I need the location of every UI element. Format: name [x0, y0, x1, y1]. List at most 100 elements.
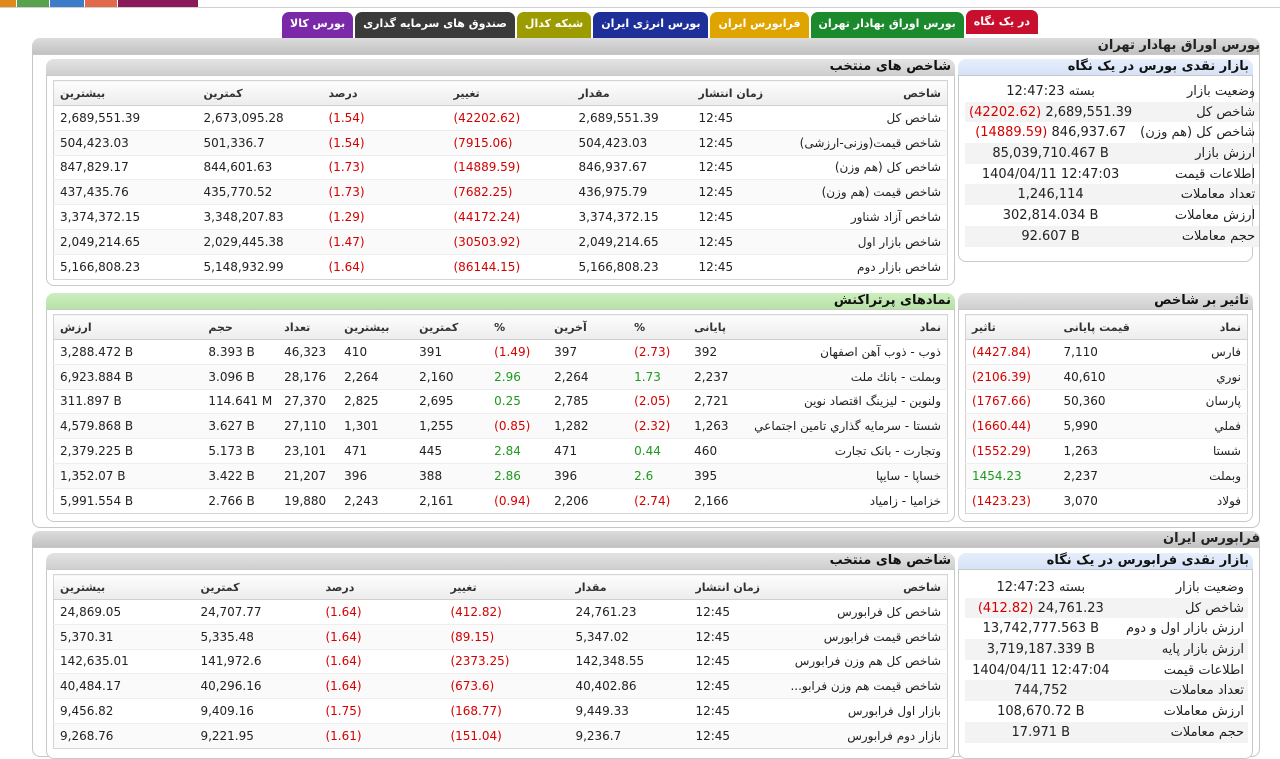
- col-header[interactable]: %: [488, 314, 549, 340]
- ifb-indices-table: شاخص زمان انتشار مقدار تغییر درصد کمترین…: [53, 574, 948, 749]
- browser-top-strip: [0, 0, 1280, 8]
- table-cell: شاخص قیمت هم وزن فرابو...: [784, 673, 948, 700]
- table-row[interactable]: وتجارت - بانک تجارت 460 0.44 471 2.84 445 471 2…: [53, 438, 948, 464]
- table-header-row: شاخص زمان انتشار مقدار تغییر درصد کمترین…: [53, 80, 948, 106]
- app-icon-4[interactable]: [85, 0, 117, 7]
- table-row[interactable]: شستا 1,263 (1552.29): [965, 438, 1248, 464]
- table-cell: شستا - سرمايه گذاري تامين اجتماعي: [748, 413, 948, 440]
- tab-overview[interactable]: در یک نگاه: [965, 10, 1038, 34]
- table-row[interactable]: شاخص کل (هم وزن) 12:45 846,937.67 (14889.59…: [53, 155, 948, 181]
- tab-codal[interactable]: شبکه کدال: [516, 12, 592, 38]
- tab-funds[interactable]: صندوق های سرمایه گذاری: [355, 12, 515, 38]
- table-row[interactable]: شاخص بازار دوم 12:45 5,166,808.23 (86144.15…: [54, 254, 948, 279]
- col-header[interactable]: تاثیر: [965, 314, 1058, 340]
- tab-energy[interactable]: بورس انرژی ایران: [593, 12, 709, 38]
- table-cell: (1.75): [319, 698, 445, 724]
- table-cell: 3,374,372.15: [53, 204, 198, 230]
- col-header[interactable]: زمان انتشار: [692, 80, 788, 106]
- kv-change: (14889.59): [975, 125, 1048, 141]
- app-icon-2[interactable]: [17, 0, 49, 7]
- table-cell: 12:45: [692, 105, 788, 131]
- col-header[interactable]: تغییر: [444, 574, 570, 600]
- col-header[interactable]: %: [628, 314, 689, 340]
- app-icon-5[interactable]: [118, 0, 198, 7]
- col-header[interactable]: پایانی: [688, 314, 749, 340]
- table-row[interactable]: شاخص آزاد شناور 12:45 3,374,372.15 (44172.2…: [53, 204, 948, 230]
- col-header[interactable]: نماد: [748, 314, 948, 340]
- table-row[interactable]: شاخص قیمت هم وزن فرابو... 12:45 40,402.86(…: [53, 673, 948, 700]
- col-header[interactable]: بیشترین: [53, 574, 195, 600]
- table-row[interactable]: شستا - سرمايه گذاري تامين اجتماعي 1,263 (2…: [53, 413, 948, 440]
- table-row[interactable]: فارس 7,110 (4427.84): [965, 339, 1248, 365]
- table-cell: فارس: [1152, 339, 1248, 365]
- col-header[interactable]: شاخص: [787, 80, 948, 106]
- ifb-market-title: بازار نقدی فرابورس در یک نگاه: [1046, 553, 1249, 568]
- table-cell: 1.73: [628, 364, 689, 390]
- table-row[interactable]: شاخص بازار اول 12:45 2,049,214.65 (30503.92…: [53, 229, 948, 255]
- table-row[interactable]: شاخص قیمت فرابورس 12:45 5,347.02 (89.15) (1.…: [53, 624, 948, 650]
- app-icon-1[interactable]: [0, 0, 16, 7]
- table-row[interactable]: نوري 40,610 (2106.39): [965, 364, 1248, 390]
- table-row[interactable]: بازار اول فرابورس 12:45 9,449.33 (168.77) (1…: [53, 698, 948, 724]
- col-header[interactable]: کمترین: [197, 80, 323, 106]
- table-row[interactable]: وبملت 2,237 1454.23: [965, 463, 1248, 489]
- col-header[interactable]: تعداد: [278, 314, 339, 340]
- col-header[interactable]: تغییر: [447, 80, 573, 106]
- table-cell: خساپا - سايپا: [748, 463, 948, 489]
- kv-row: ارزش معاملات 108,670.72 B: [965, 701, 1248, 722]
- table-row[interactable]: وبملت - بانك ملت 2,237 1.73 2,264 2.96 2,160 2…: [53, 364, 948, 390]
- col-header[interactable]: حجم: [202, 314, 279, 340]
- col-header[interactable]: مقدار: [572, 80, 693, 106]
- col-header[interactable]: شاخص: [784, 574, 948, 600]
- table-row[interactable]: خزامیا - زامیاد 2,166 (2.74) 2,206 (0.94) 2,1…: [54, 488, 948, 513]
- table-cell: 12:45: [692, 229, 788, 255]
- col-header[interactable]: قیمت پایانی: [1057, 314, 1153, 340]
- tab-ime[interactable]: بورس کالا: [282, 12, 354, 38]
- table-row[interactable]: ذوب - ذوب آهن اصفهان 392 (2.73) 397 (1.49) 39…: [53, 339, 948, 365]
- col-header[interactable]: کمترین: [413, 314, 489, 340]
- col-header[interactable]: آخرین: [548, 314, 629, 340]
- tab-ifb[interactable]: فرابورس ایران: [710, 12, 809, 38]
- table-row[interactable]: شاخص قیمت (هم وزن) 12:45 436,975.79 (7682.2…: [53, 179, 948, 206]
- table-cell: 12:45: [689, 673, 785, 700]
- table-row[interactable]: ولنوین - لیزینگ اقتصاد نوین 2,721 (2.05) 2,…: [53, 389, 948, 415]
- table-cell: وبملت: [1152, 463, 1248, 489]
- col-header[interactable]: بیشترین: [338, 314, 414, 340]
- table-row[interactable]: پارسان 50,360 (1767.66): [965, 389, 1248, 415]
- table-row[interactable]: شاخص کل هم وزن فرابورس 12:45 142,348.55 (23…: [53, 649, 948, 675]
- table-cell: (1.61): [319, 723, 445, 749]
- col-header[interactable]: درصد: [322, 80, 448, 106]
- kv-row: شاخص کل (412.82) 24,761.23: [965, 597, 1248, 619]
- tse-impact-panel: نماد قیمت پایانی تاثیر فارس 7,110 (4427.84…: [958, 309, 1253, 522]
- table-row[interactable]: خساپا - سايپا 395 2.6 396 2.86 388 396 21,207 3.…: [53, 463, 948, 489]
- kv-value: 17.971 B: [965, 721, 1117, 743]
- ifb-indices-title: شاخص های منتخب: [829, 553, 951, 568]
- tab-tse[interactable]: بورس اوراق بهادار تهران: [810, 12, 964, 38]
- kv-value: 1,246,114: [965, 184, 1137, 206]
- table-cell: 3.096 B: [202, 364, 279, 390]
- table-cell: 504,423.03: [53, 130, 198, 156]
- col-header[interactable]: درصد: [319, 574, 445, 600]
- table-row[interactable]: فملي 5,990 (1660.44): [965, 413, 1248, 440]
- table-cell: (4427.84): [965, 339, 1058, 365]
- col-header[interactable]: نماد: [1152, 314, 1248, 340]
- col-header[interactable]: بیشترین: [53, 80, 198, 106]
- table-row[interactable]: فولاد 3,070 (1423.23): [966, 488, 1248, 513]
- table-row[interactable]: بازار دوم فرابورس 12:45 9,236.7 (151.04) (1.…: [53, 723, 948, 749]
- col-header[interactable]: زمان انتشار: [689, 574, 785, 600]
- col-header[interactable]: ارزش: [53, 314, 203, 340]
- col-header[interactable]: کمترین: [194, 574, 320, 600]
- table-row[interactable]: شاخص کل 12:45 2,689,551.39 (42202.62) (1.54)…: [53, 105, 948, 131]
- col-header[interactable]: مقدار: [569, 574, 690, 600]
- table-cell: (7682.25): [447, 179, 573, 206]
- table-cell: 5,990: [1057, 413, 1153, 440]
- app-icon-3[interactable]: [50, 0, 84, 7]
- kv-value: 85,039,710.467 B: [965, 143, 1137, 164]
- kv-value-text: 302,814.034 B: [1002, 207, 1099, 223]
- table-cell: 50,360: [1057, 389, 1153, 415]
- table-row[interactable]: شاخص كل فرابورس 12:45 24,761.23 (412.82) (1.…: [53, 599, 948, 625]
- table-row[interactable]: شاخص قیمت(وزنی-ارزشی) 12:45 504,423.03 (791…: [53, 130, 948, 156]
- table-cell: (0.94): [494, 493, 531, 508]
- table-cell: پارسان: [1152, 389, 1248, 415]
- tse-active-header: نمادهای پرتراکنش: [46, 293, 955, 309]
